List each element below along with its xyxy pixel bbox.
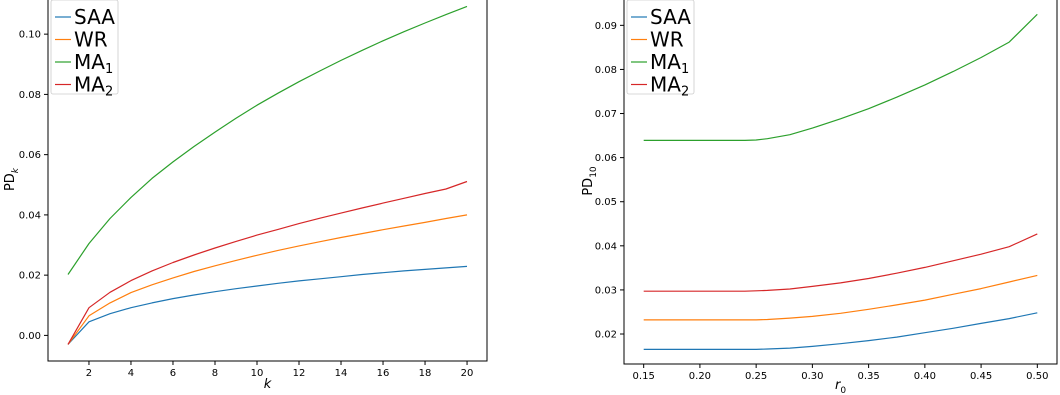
series-line-ma2 <box>67 180 468 345</box>
x-axis-label-sub: 0 <box>840 386 846 395</box>
x-tick-label: 0.20 <box>689 371 711 382</box>
x-tick-label: 10 <box>251 368 264 379</box>
x-tick-label: 14 <box>335 368 348 379</box>
x-tick-label: 0.40 <box>914 371 936 382</box>
y-tick-label: 0.06 <box>19 150 41 161</box>
x-tick-label: 20 <box>461 368 474 379</box>
y-tick-label: 0.04 <box>19 210 41 221</box>
x-tick-label: 0.45 <box>970 371 992 382</box>
y-tick-label: 0.02 <box>595 330 617 341</box>
x-axis-label: k <box>264 377 272 392</box>
series-line-ma1 <box>643 13 1038 141</box>
legend-label: SAA <box>74 5 115 29</box>
series-line-ma2 <box>643 233 1038 292</box>
y-axis-label-sub: 10 <box>589 166 599 178</box>
right-chart: 0.15 0.20 0.25 0.30 0.35 0.40 0.45 0.50 0.02 0.03… <box>581 0 1058 395</box>
legend-label: MA1 <box>650 50 689 77</box>
legend-label-sub: 1 <box>681 62 689 77</box>
plot-frame <box>623 0 1058 365</box>
y-tick-label: 0.03 <box>595 285 617 296</box>
x-tick-label: 0.50 <box>1026 371 1048 382</box>
y-tick-label: 0.05 <box>595 197 617 208</box>
x-tick-label: 18 <box>419 368 432 379</box>
series-line-wr <box>67 214 468 345</box>
x-tick-label: 16 <box>377 368 390 379</box>
y-tick-label: 0.00 <box>19 331 41 342</box>
legend-box <box>626 0 695 95</box>
y-axis-label-sub: k <box>11 167 21 173</box>
legend-label: WR <box>74 28 108 52</box>
legend-label-sub: 2 <box>681 85 689 100</box>
y-tick-label: 0.04 <box>595 241 617 252</box>
legend-label-sub: 1 <box>105 62 113 77</box>
x-tick-label: 0.30 <box>801 371 823 382</box>
y-tick-label: 0.06 <box>595 153 617 164</box>
y-tick-label: 0.02 <box>19 271 41 282</box>
x-tick-label: 12 <box>293 368 306 379</box>
x-axis-label: r0 <box>835 378 846 395</box>
plot-frame <box>47 0 488 362</box>
x-tick-label: 6 <box>170 368 176 379</box>
y-tick-label: 0.09 <box>595 21 617 32</box>
series-line-wr <box>643 274 1038 321</box>
y-axis-label: PDk <box>3 167 21 191</box>
y-tick-label: 0.07 <box>595 109 617 120</box>
x-tick-label: 4 <box>128 368 134 379</box>
x-tick-label: 8 <box>212 368 218 379</box>
legend-label: SAA <box>650 5 691 29</box>
x-tick-label: 2 <box>86 368 92 379</box>
legend-label: WR <box>650 28 684 52</box>
y-axis-label: PD10 <box>581 166 599 196</box>
left-chart: 2 4 6 8 10 12 14 16 18 200.000.020.040.060.080.10… <box>3 0 488 392</box>
legend-label-sub: 2 <box>105 85 113 100</box>
x-tick-label: 0.15 <box>633 371 655 382</box>
y-tick-label: 0.08 <box>19 90 41 101</box>
x-tick-label: 0.25 <box>745 371 767 382</box>
y-tick-label: 0.08 <box>595 65 617 76</box>
series-line-ma1 <box>67 5 468 275</box>
legend-box <box>50 0 119 95</box>
series-line-saa <box>67 265 468 345</box>
x-tick-label: 0.35 <box>857 371 879 382</box>
series-line-saa <box>643 312 1038 350</box>
y-tick-label: 0.10 <box>19 30 41 41</box>
